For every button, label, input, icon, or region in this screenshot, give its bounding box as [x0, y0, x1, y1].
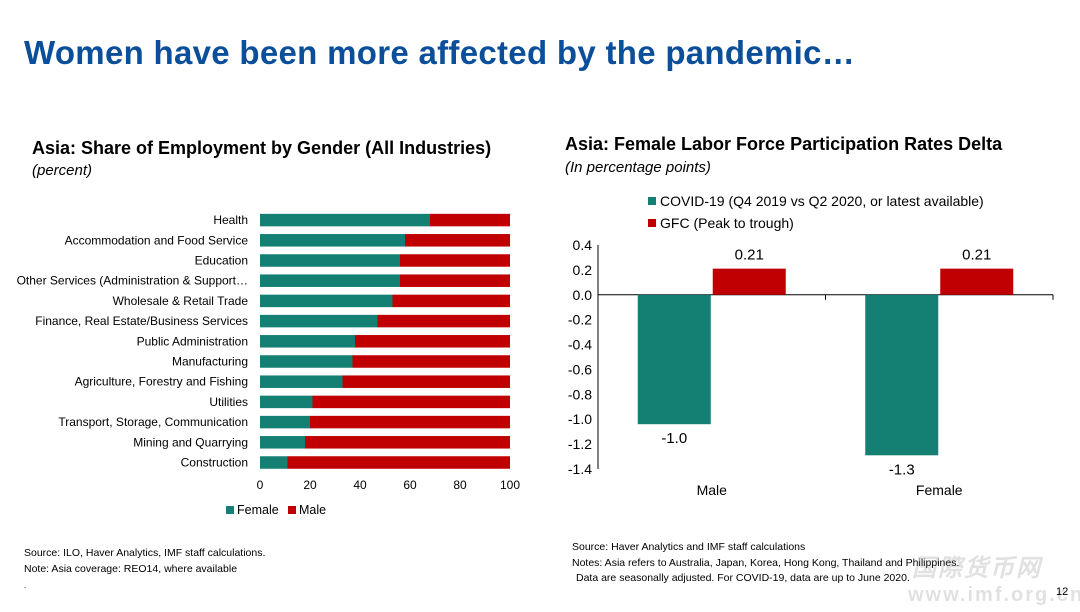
data-label: -1.0 — [661, 430, 687, 447]
y-tick-label: -0.2 — [568, 312, 592, 328]
x-tick-label: 80 — [453, 478, 467, 492]
male-bar — [430, 213, 510, 227]
y-tick-label: -1.4 — [568, 461, 592, 477]
watermark-url: www.imf.org.cn — [908, 584, 1080, 606]
male-bar — [287, 456, 510, 469]
male-bar — [405, 234, 510, 247]
category-label: Education — [195, 254, 248, 268]
y-tick-label: -1.2 — [568, 436, 592, 452]
page-number: 12 — [1056, 586, 1069, 598]
female-bar — [260, 274, 400, 287]
category-label: Finance, Real Estate/Business Services — [35, 314, 248, 328]
male-bar — [352, 355, 510, 368]
y-tick-label: -1.0 — [568, 411, 592, 427]
y-tick-label: -0.6 — [568, 361, 592, 377]
x-category-label: Male — [697, 482, 728, 498]
legend-swatch-gfc — [648, 219, 656, 227]
right-chart-source: Source: Haver Analytics and IMF staff ca… — [572, 541, 806, 553]
male-bar — [305, 436, 510, 449]
y-tick-label: 0.0 — [573, 287, 593, 303]
left-chart-title: Asia: Share of Employment by Gender (All… — [32, 138, 492, 158]
gfc-bar — [940, 268, 1014, 295]
right-chart-note-line2: Data are seasonally adjusted. For COVID-… — [576, 572, 910, 584]
category-label: Transport, Storage, Communication — [58, 415, 248, 429]
category-label: Accommodation and Food Service — [65, 233, 249, 247]
gfc-bar — [712, 268, 786, 295]
covid-bar — [865, 294, 939, 456]
x-tick-label: 0 — [257, 478, 264, 492]
legend-swatch-female — [226, 506, 234, 514]
left-footer-mark: . — [24, 581, 27, 590]
slide-title: Women have been more affected by the pan… — [24, 34, 856, 71]
category-label: Construction — [181, 456, 248, 470]
y-tick-label: 0.4 — [573, 237, 593, 253]
category-label: Other Services (Administration & Support… — [17, 274, 248, 288]
female-bar — [260, 415, 310, 429]
category-label: Manufacturing — [172, 355, 248, 369]
male-bar — [377, 314, 510, 328]
x-tick-label: 20 — [303, 478, 317, 492]
male-bar — [400, 254, 510, 267]
x-tick-label: 60 — [403, 478, 417, 492]
male-bar — [400, 274, 510, 287]
covid-bar — [637, 294, 711, 425]
employment-share-chart: Health Accommodation and Food Service Educ… — [17, 213, 521, 517]
legend-swatch-covid — [648, 197, 656, 205]
x-tick-label: 40 — [353, 478, 367, 492]
male-bar — [392, 294, 510, 308]
y-tick-label: 0.2 — [573, 262, 593, 278]
female-bar — [260, 375, 343, 388]
category-label: Mining and Quarrying — [133, 435, 248, 449]
male-bar — [312, 395, 510, 409]
y-tick-label: -0.8 — [568, 386, 592, 402]
category-label: Agriculture, Forestry and Fishing — [75, 375, 248, 389]
female-bar — [260, 314, 378, 328]
right-chart-subtitle: (In percentage points) — [565, 159, 711, 176]
category-label: Health — [213, 213, 248, 227]
legend-label: Male — [299, 503, 326, 517]
data-label: -1.3 — [889, 461, 915, 478]
legend-label: COVID-19 (Q4 2019 vs Q2 2020, or latest … — [660, 193, 984, 209]
x-tick-label: 100 — [500, 478, 520, 492]
category-label: Public Administration — [137, 334, 248, 348]
female-bar — [260, 335, 355, 348]
left-chart-note: Note: Asia coverage: REO14, where availa… — [24, 563, 238, 575]
female-bar — [260, 436, 305, 449]
x-category-label: Female — [916, 482, 963, 498]
category-label: Wholesale & Retail Trade — [113, 294, 249, 308]
female-bar — [260, 234, 405, 247]
female-bar — [260, 294, 393, 308]
female-bar — [260, 355, 353, 368]
category-label: Utilities — [209, 395, 248, 409]
lfpr-delta-chart: 0.4 0.2 0.0 -0.2 -0.4 -0.6 -0.8 -1.0 -1.2 -1.4 -1.… — [568, 193, 1054, 498]
legend-swatch-male — [288, 506, 296, 514]
male-bar — [310, 415, 510, 429]
legend-label: Female — [237, 503, 279, 517]
watermark: 国際货币网 — [912, 555, 1042, 582]
female-bar — [260, 395, 313, 409]
male-bar — [355, 335, 510, 348]
left-chart-subtitle: (percent) — [32, 162, 93, 179]
left-chart-source: Source: ILO, Haver Analytics, IMF staff … — [24, 547, 266, 559]
legend-label: GFC (Peak to trough) — [660, 215, 794, 231]
right-chart-note-line1: Notes: Asia refers to Australia, Japan, … — [572, 557, 960, 569]
female-bar — [260, 254, 400, 267]
right-chart-title: Asia: Female Labor Force Participation R… — [565, 134, 1003, 154]
male-bar — [342, 375, 510, 388]
data-label: 0.21 — [962, 247, 991, 264]
y-tick-label: -0.4 — [568, 337, 592, 353]
female-bar — [260, 456, 288, 469]
female-bar — [260, 213, 430, 227]
data-label: 0.21 — [735, 247, 764, 264]
